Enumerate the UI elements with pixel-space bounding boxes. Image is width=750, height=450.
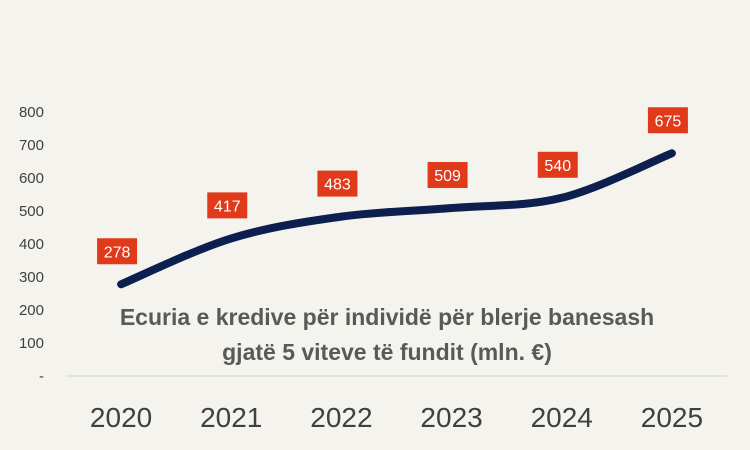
x-tick-label: 2024	[531, 402, 593, 433]
data-label: 509	[427, 162, 468, 189]
x-tick-label: 2021	[200, 402, 262, 433]
y-tick-label: 100	[19, 335, 44, 352]
data-label-text: 417	[214, 198, 241, 215]
y-tick-label: 400	[19, 236, 44, 253]
chart-title-line-2: gjatë 5 viteve të fundit (mln. €)	[222, 339, 552, 365]
data-labels-group: 278 417 483 509 540 675	[97, 107, 688, 265]
data-label-text: 278	[104, 244, 131, 261]
y-tick-label: 800	[19, 104, 44, 121]
data-label-text: 483	[324, 177, 351, 194]
data-label: 278	[97, 238, 138, 265]
data-label-box	[537, 151, 578, 178]
y-tick-label: 300	[19, 269, 44, 286]
y-tick-label: 200	[19, 302, 44, 319]
data-label-box	[207, 192, 248, 219]
data-label-text: 540	[544, 158, 571, 175]
y-tick-label: 500	[19, 203, 44, 220]
data-label-box	[647, 107, 688, 134]
data-label-box	[97, 238, 138, 265]
data-label: 540	[537, 151, 578, 178]
x-tick-label: 2025	[641, 402, 703, 433]
data-label-text: 509	[434, 168, 461, 185]
y-axis: - 100 200 300 400 500 600 700 800	[19, 104, 44, 385]
data-label-box	[427, 162, 468, 189]
y-tick-label: -	[39, 368, 44, 385]
series-line	[117, 149, 676, 289]
chart-title-line-1: Ecuria e kredive për individë për blerje…	[120, 304, 654, 330]
data-label-text: 675	[655, 113, 682, 130]
y-tick-label: 700	[19, 137, 44, 154]
series-group	[117, 149, 676, 289]
data-label: 675	[647, 107, 688, 134]
x-tick-label: 2023	[420, 402, 482, 433]
data-label-box	[317, 170, 358, 197]
x-tick-label: 2020	[90, 402, 152, 433]
data-label: 417	[207, 192, 248, 219]
x-tick-label: 2022	[310, 402, 372, 433]
y-tick-label: 600	[19, 170, 44, 187]
data-label: 483	[317, 170, 358, 197]
chart-title: Ecuria e kredive për individë për blerje…	[120, 304, 654, 365]
x-axis: 2020 2021 2022 2023 2024 2025	[66, 375, 727, 433]
